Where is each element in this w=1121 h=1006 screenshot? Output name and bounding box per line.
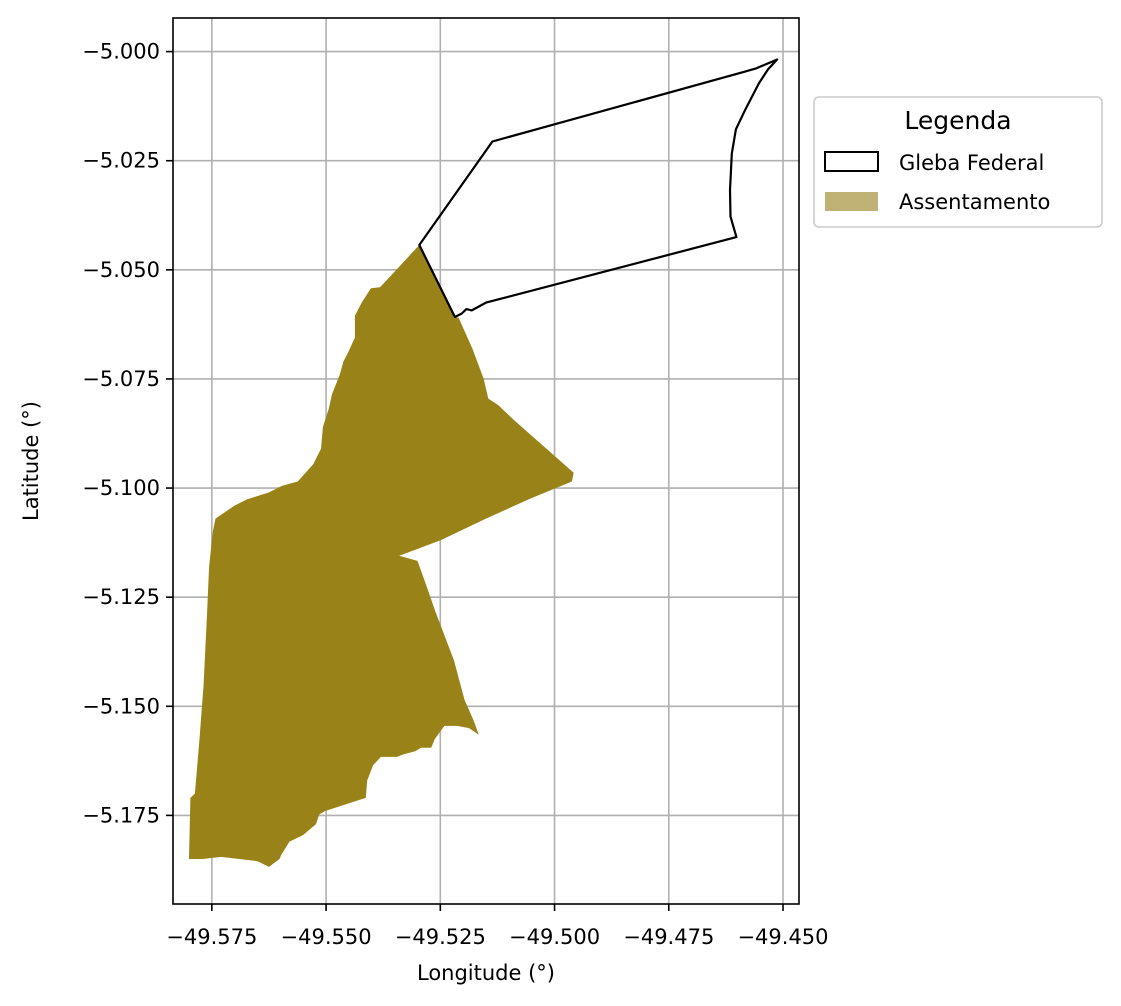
map-layers <box>189 58 779 867</box>
x-tick-label: −49.450 <box>737 925 828 949</box>
x-tick-label: −49.575 <box>166 925 257 949</box>
y-tick-label: −5.050 <box>82 258 160 282</box>
x-ticks: −49.575 −49.550 −49.525 −49.500 −49.475 −49.4… <box>166 904 829 949</box>
x-tick-label: −49.525 <box>395 925 486 949</box>
legend-label-assentamento: Assentamento <box>899 190 1050 214</box>
legend: Legenda Gleba Federal Assentamento <box>813 96 1103 228</box>
x-tick-label: −49.550 <box>281 925 372 949</box>
y-tick-label: −5.150 <box>82 694 160 718</box>
y-tick-label: −5.125 <box>82 585 160 609</box>
x-tick-label: −49.500 <box>509 925 600 949</box>
legend-box <box>813 96 1103 228</box>
y-ticks: −5.000 −5.025 −5.050 −5.075 −5.100 −5.125 −5.1… <box>82 40 173 827</box>
y-tick-label: −5.175 <box>82 803 160 827</box>
y-axis-label: Latitude (°) <box>19 401 43 521</box>
y-tick-label: −5.025 <box>82 149 160 173</box>
assentamento-polygon <box>189 245 574 867</box>
x-axis-label: Longitude (°) <box>417 961 555 985</box>
y-tick-label: −5.075 <box>82 367 160 391</box>
x-tick-label: −49.475 <box>623 925 714 949</box>
gleba-federal-polygon <box>418 58 779 319</box>
legend-swatch-assentamento <box>825 192 878 211</box>
legend-swatch-gleba-federal <box>824 151 879 172</box>
legend-title: Legenda <box>904 106 1011 135</box>
y-tick-label: −5.100 <box>82 476 160 500</box>
y-tick-label: −5.000 <box>82 40 160 64</box>
plot-frame <box>172 17 800 905</box>
legend-label-gleba-federal: Gleba Federal <box>899 151 1044 175</box>
